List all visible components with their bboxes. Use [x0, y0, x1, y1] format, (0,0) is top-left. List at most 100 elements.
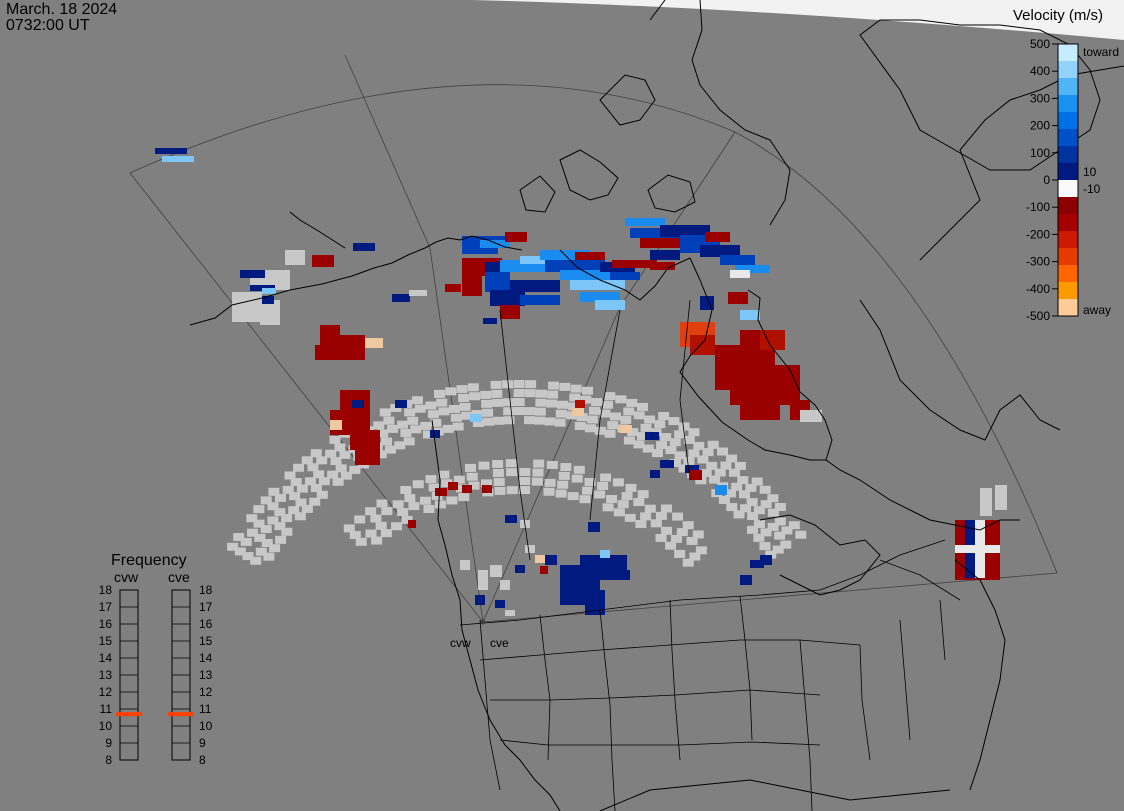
velocity-cell [572, 408, 584, 416]
velocity-cell [309, 497, 321, 506]
velocity-cell [281, 527, 293, 536]
velocity-cell [740, 310, 760, 320]
velocity-cell [355, 537, 367, 546]
velocity-cell [506, 468, 518, 477]
velocity-cell [678, 422, 690, 431]
velocity-cell [570, 280, 625, 290]
velocity-cell [630, 228, 680, 238]
velocity-cell [714, 468, 726, 477]
velocity-cell [329, 435, 341, 444]
velocity-cell [623, 436, 635, 445]
velocity-cell [683, 456, 695, 465]
velocity-cell [395, 400, 407, 408]
velocity-cell [340, 471, 352, 480]
timestamp-time: 0732:00 UT [6, 17, 90, 34]
velocity-cell [579, 495, 591, 504]
velocity-cell [597, 481, 609, 490]
velocity-cell [705, 232, 730, 242]
velocity-cell [301, 456, 313, 465]
frequency-tick-label: 8 [105, 753, 112, 767]
velocity-cell [573, 465, 585, 474]
velocity-cell [660, 433, 672, 442]
velocity-cell [670, 534, 682, 543]
velocity-cell [557, 480, 569, 489]
velocity-cell [582, 386, 594, 395]
velocity-cell [525, 380, 537, 389]
velocity-cell [678, 464, 690, 473]
frequency-tick-label: 12 [99, 685, 113, 699]
velocity-cell [260, 525, 272, 534]
velocity-cell [580, 292, 620, 302]
radar-sites: cvw cve [450, 619, 509, 650]
velocity-cell [576, 413, 588, 422]
velocity-cell [546, 399, 558, 408]
velocity-cell [327, 470, 339, 479]
velocity-cell [492, 460, 504, 469]
velocity-cell [709, 475, 721, 484]
radar-site-label-cve: cve [490, 636, 509, 650]
velocity-cell [381, 507, 393, 516]
frequency-radar-cve: cve [168, 569, 190, 585]
velocity-cell [456, 484, 468, 493]
velocity-cell [620, 570, 630, 580]
velocity-cell [700, 469, 712, 478]
velocity-cell [284, 471, 296, 480]
velocity-cell [569, 393, 581, 402]
velocity-cell [404, 494, 416, 503]
velocity-cell [589, 406, 601, 415]
velocity-cell [560, 463, 572, 472]
velocity-cell [325, 449, 337, 458]
velocity-cell [644, 415, 656, 424]
velocity-cell [726, 454, 738, 463]
velocity-cell [294, 512, 306, 521]
frequency-tick-label: 12 [199, 685, 213, 699]
velocity-cell [397, 420, 409, 429]
velocity-cell [491, 398, 503, 407]
velocity-cell [650, 262, 675, 270]
velocity-cell [349, 531, 361, 540]
velocity-cell [720, 255, 755, 265]
colorbar-segment [1058, 248, 1078, 266]
velocity-cell [267, 516, 279, 525]
velocity-cell [330, 457, 342, 466]
frequency-tick-label: 14 [99, 651, 113, 665]
velocity-cell [520, 295, 560, 305]
velocity-cell [453, 475, 465, 484]
colorbar-segment [1058, 197, 1078, 215]
velocity-cell [262, 288, 276, 294]
velocity-cell [387, 424, 399, 433]
velocity-cell [456, 385, 468, 394]
velocity-cell [728, 468, 740, 477]
velocity-cell [753, 506, 765, 515]
velocity-cell [674, 451, 686, 460]
frequency-tick-label: 8 [199, 753, 206, 767]
velocity-cell [269, 544, 281, 553]
velocity-cell [349, 465, 361, 474]
radar-site-marker [480, 619, 486, 625]
velocity-cell [462, 246, 498, 254]
velocity-cell [490, 290, 525, 306]
velocity-cell [315, 345, 340, 360]
velocity-cell [627, 428, 639, 437]
velocity-cell [480, 240, 510, 248]
velocity-cell [419, 496, 431, 505]
velocity-cell [601, 400, 613, 409]
velocity-cell [689, 552, 701, 561]
velocity-cell [414, 404, 426, 413]
velocity-tick-label: 400 [1030, 64, 1050, 78]
velocity-cell [407, 416, 419, 425]
velocity-cell [478, 461, 490, 470]
velocity-cell [669, 459, 681, 468]
velocity-cell [760, 330, 785, 350]
velocity-cell [734, 461, 746, 470]
velocity-cell [462, 485, 472, 493]
colorbar-segment [1058, 282, 1078, 300]
velocity-cell [310, 484, 322, 493]
velocity-cell [759, 542, 771, 551]
velocity-cell [740, 504, 752, 513]
velocity-cell [606, 495, 618, 504]
velocity-cell [510, 280, 560, 292]
velocity-cell [683, 435, 695, 444]
velocity-cell [350, 430, 380, 450]
velocity-cell [692, 530, 704, 539]
